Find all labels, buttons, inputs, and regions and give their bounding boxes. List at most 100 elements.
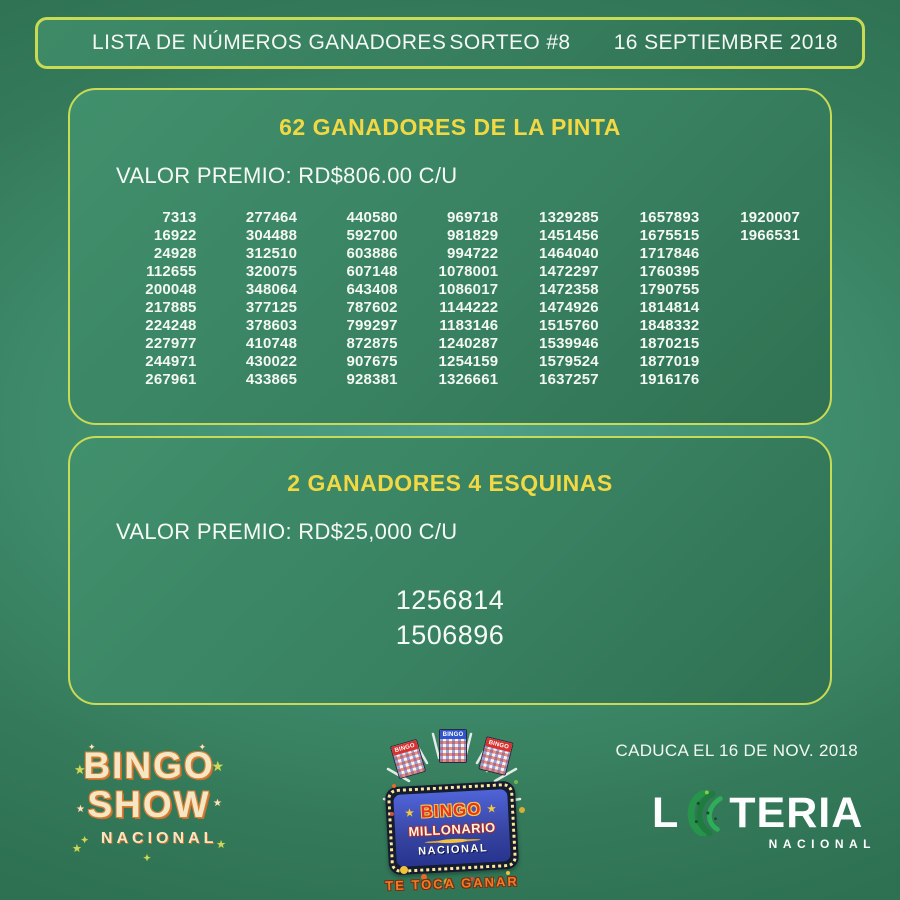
number-column: 1657893 1675515 1717846 1760395 1790755 18148… (613, 209, 700, 389)
winning-number: 1329285 (539, 209, 599, 226)
star-icon: ✦ (88, 742, 96, 752)
header-bar: LISTA DE NÚMEROS GANADORES SORTEO #8 16 … (35, 17, 865, 69)
winning-number: 410748 (245, 335, 298, 352)
bingo-card-grid (440, 739, 466, 762)
confetti-icon (400, 866, 408, 874)
winning-number: 1183146 (439, 317, 499, 334)
winning-number: 1086017 (438, 281, 499, 298)
winning-number: 16922 (153, 227, 197, 244)
expiry-notice: CADUCA EL 16 DE NOV. 2018 (615, 741, 858, 760)
loteria-nacional-text: NACIONAL (768, 837, 876, 851)
winning-number: 1920007 (740, 209, 800, 226)
winning-number: 1870215 (639, 335, 700, 352)
winning-number: 1256814 (395, 585, 505, 615)
winning-number: 200048 (145, 281, 197, 298)
winning-number: 217885 (145, 299, 197, 316)
bingo-show-logo: ★ ✦ ✦ ★ ★ ★ ★ ★ BINGO SHOW ✦ NACIONAL ✦ (72, 742, 226, 888)
pinta-prize: VALOR PREMIO: RD$806.00 C/U (116, 163, 458, 188)
pinta-numbers-grid: 7313 16922 24928 112655 200048 217885 224248 22… (110, 209, 800, 389)
pinta-title: 62 GANADORES DE LA PINTA (279, 114, 621, 140)
millonario-marquee-sign: ★ BINGO ★ MILLONARIO NACIONAL (384, 780, 520, 876)
bingo-card-grid (479, 746, 511, 775)
winning-number: 244971 (145, 353, 197, 370)
esquinas-winners-list: 1256814 1506896 (70, 583, 830, 653)
winning-number: 1814814 (639, 299, 700, 316)
winning-number: 1464040 (539, 245, 599, 262)
star-icon: ★ (76, 804, 85, 815)
star-icon: ★ (72, 843, 82, 855)
star-icon: ✦ (198, 742, 206, 752)
winning-number: 224248 (145, 317, 197, 334)
number-column: 969718 981829 994722 1078001 1086017 1144222 1… (412, 209, 499, 389)
winning-number: 1515760 (539, 317, 599, 334)
number-column: 7313 16922 24928 112655 200048 217885 224248 22… (110, 209, 197, 389)
star-icon: ★ (213, 798, 222, 809)
millonario-line3: NACIONAL (417, 841, 489, 858)
winning-number: 799297 (346, 317, 398, 334)
millonario-line2: MILLONARIO (408, 819, 497, 839)
winning-number: 267961 (145, 371, 197, 388)
loteria-letters-teria: TERIA (729, 789, 864, 837)
header-date: 16 SEPTIEMBRE 2018 (613, 31, 838, 54)
millonario-sign-inner: ★ BINGO ★ MILLONARIO NACIONAL (393, 789, 511, 867)
loteria-wordmark: L TERIA (652, 790, 880, 836)
winning-number: 592700 (346, 227, 398, 244)
bingo-show-nacional-text: NACIONAL (100, 830, 218, 847)
star-icon: ✦ (143, 853, 155, 863)
winning-number: 907675 (346, 353, 398, 370)
winning-number: 1506896 (395, 620, 505, 650)
star-icon: ★ (216, 839, 226, 851)
esquinas-panel: 2 GANADORES 4 ESQUINAS VALOR PREMIO: RD$… (68, 436, 832, 705)
bingo-show-line3: ✦ NACIONAL ✦ (78, 830, 220, 866)
winning-number: 1717846 (639, 245, 700, 262)
winning-number: 1916176 (639, 371, 700, 388)
winning-number: 928381 (346, 371, 398, 388)
winning-number: 1675515 (639, 227, 700, 244)
winning-number: 603886 (346, 245, 398, 262)
winning-number: 312510 (245, 245, 298, 262)
winning-number: 607148 (346, 263, 398, 280)
esquinas-title: 2 GANADORES 4 ESQUINAS (287, 470, 613, 496)
winning-number: 430022 (245, 353, 298, 370)
winning-number: 1760395 (639, 263, 700, 280)
header-draw-number: SORTEO #8 (449, 31, 571, 54)
winning-number: 1254159 (438, 353, 499, 370)
bingo-show-line1: BINGO (83, 745, 215, 786)
winning-number: 1657893 (639, 209, 700, 226)
winning-number: 348064 (245, 281, 298, 298)
winning-number: 1790755 (639, 281, 700, 298)
winning-number: 1144222 (439, 299, 499, 316)
number-column: 1920007 1966531 (713, 209, 800, 389)
winning-number: 1637257 (539, 371, 599, 388)
pinta-panel: 62 GANADORES DE LA PINTA VALOR PREMIO: R… (68, 88, 832, 425)
winning-number: 1240287 (438, 335, 499, 352)
winning-number: 1326661 (438, 371, 499, 388)
winning-number: 787602 (346, 299, 398, 316)
loteria-nacional-logo: L TERIA NACIONAL (652, 790, 880, 851)
bingo-millonario-logo: BINGO BINGO BINGO ★ BINGO ★ MILLONARIO N… (382, 726, 522, 898)
winning-number: 994722 (447, 245, 499, 262)
esquinas-prize: VALOR PREMIO: RD$25,000 C/U (116, 519, 458, 544)
winning-number: 1472358 (539, 281, 599, 298)
star-icon: ★ (211, 758, 224, 774)
winning-number: 304488 (245, 227, 298, 244)
number-column: 1329285 1451456 1464040 1472297 1472358 14749… (512, 209, 599, 389)
winning-number: 112655 (146, 263, 197, 280)
winning-number: 1539946 (539, 335, 599, 352)
winning-number: 378603 (245, 317, 298, 334)
header-title: LISTA DE NÚMEROS GANADORES (92, 31, 447, 54)
star-icon: ★ (486, 803, 498, 815)
winning-number: 377125 (245, 299, 298, 316)
winning-number: 433865 (245, 371, 298, 388)
winning-number: 24928 (153, 245, 197, 262)
number-column: 440580 592700 603886 607148 643408 787602 7992… (311, 209, 398, 389)
bingo-card-label: BINGO (440, 730, 466, 739)
number-column: 277464 304488 312510 320075 348064 377125 3786… (211, 209, 298, 389)
winning-number: 440580 (346, 209, 398, 226)
winning-number: 7313 (162, 209, 197, 226)
winning-number: 1474926 (539, 299, 599, 316)
swirl-globe-icon (687, 790, 723, 836)
winning-number: 643408 (346, 281, 398, 298)
loteria-letter-l: L (652, 789, 680, 837)
